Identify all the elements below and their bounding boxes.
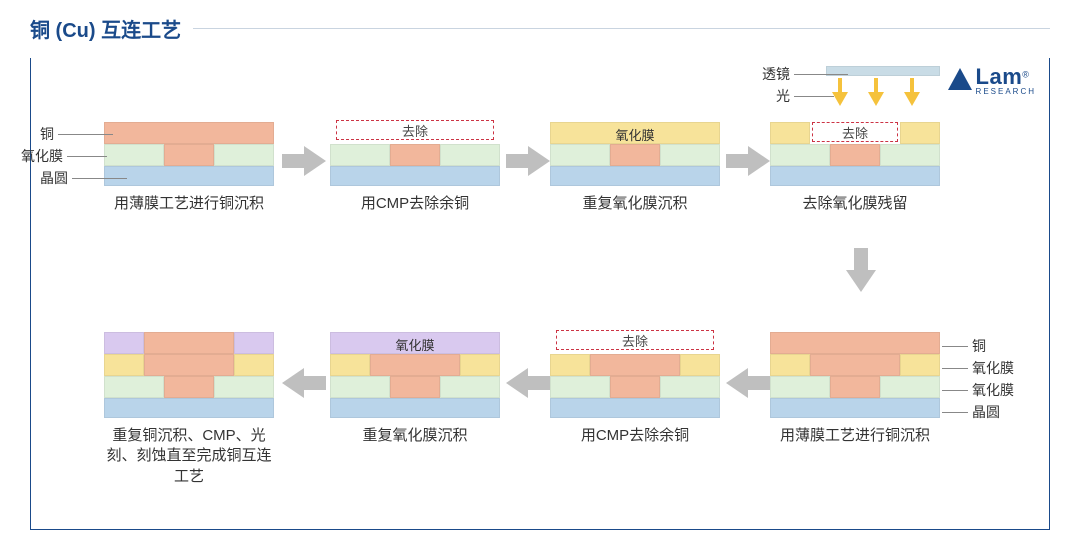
oxide-inlabel: 氧化膜 bbox=[550, 125, 720, 144]
leader-label: 铜 bbox=[942, 336, 986, 356]
arrow-down-icon bbox=[846, 248, 876, 292]
leader-label: 氧化膜 bbox=[21, 146, 107, 166]
title-divider bbox=[193, 28, 1050, 29]
step-6-caption: 用CMP去除余铜 bbox=[550, 426, 720, 446]
leader-label: 晶圆 bbox=[942, 402, 1000, 422]
leader-label: 光 bbox=[776, 86, 834, 106]
leader-label: 氧化膜 bbox=[942, 380, 1014, 400]
step-1: 用薄膜工艺进行铜沉积 bbox=[104, 116, 274, 214]
step-6: 去除用CMP去除余铜 bbox=[550, 326, 720, 446]
leader-label: 晶圆 bbox=[40, 168, 127, 188]
step-4-stack: 去除 bbox=[770, 116, 940, 186]
step-7-stack: 氧化膜 bbox=[330, 326, 500, 418]
step-2: 去除用CMP去除余铜 bbox=[330, 116, 500, 214]
remove-dashbox: 去除 bbox=[556, 330, 714, 350]
step-7-caption: 重复氧化膜沉积 bbox=[330, 426, 500, 446]
step-4-caption: 去除氧化膜残留 bbox=[770, 194, 940, 214]
step-8-stack bbox=[104, 326, 274, 418]
step-5-stack bbox=[770, 326, 940, 418]
step-1-stack bbox=[104, 116, 274, 186]
arrow-left-icon bbox=[726, 368, 770, 398]
arrow-right-icon bbox=[726, 146, 770, 176]
step-8: 重复铜沉积、CMP、光刻、刻蚀直至完成铜互连工艺 bbox=[104, 326, 274, 487]
oxide-inlabel: 氧化膜 bbox=[330, 335, 500, 354]
arrow-right-icon bbox=[282, 146, 326, 176]
leader-label: 铜 bbox=[40, 124, 113, 144]
step-3-stack: 氧化膜 bbox=[550, 116, 720, 186]
arrow-left-icon bbox=[282, 368, 326, 398]
step-8-caption: 重复铜沉积、CMP、光刻、刻蚀直至完成铜互连工艺 bbox=[104, 426, 274, 487]
remove-dashbox: 去除 bbox=[812, 122, 898, 142]
step-2-caption: 用CMP去除余铜 bbox=[330, 194, 500, 214]
arrow-left-icon bbox=[506, 368, 550, 398]
step-2-stack: 去除 bbox=[330, 116, 500, 186]
light-arrows bbox=[832, 78, 920, 106]
step-4: 去除去除氧化膜残留 bbox=[770, 116, 940, 214]
step-5-caption: 用薄膜工艺进行铜沉积 bbox=[770, 426, 940, 446]
remove-dashbox: 去除 bbox=[336, 120, 494, 140]
diagram-canvas: 用薄膜工艺进行铜沉积铜氧化膜晶圆去除用CMP去除余铜氧化膜重复氧化膜沉积去除去除… bbox=[30, 58, 1050, 530]
step-3-caption: 重复氧化膜沉积 bbox=[550, 194, 720, 214]
step-7: 氧化膜重复氧化膜沉积 bbox=[330, 326, 500, 446]
step-1-caption: 用薄膜工艺进行铜沉积 bbox=[104, 194, 274, 214]
step-5: 用薄膜工艺进行铜沉积 bbox=[770, 326, 940, 446]
page-title: 铜 (Cu) 互连工艺 bbox=[30, 14, 181, 43]
arrow-right-icon bbox=[506, 146, 550, 176]
leader-label: 氧化膜 bbox=[942, 358, 1014, 378]
step-3: 氧化膜重复氧化膜沉积 bbox=[550, 116, 720, 214]
step-6-stack: 去除 bbox=[550, 326, 720, 418]
